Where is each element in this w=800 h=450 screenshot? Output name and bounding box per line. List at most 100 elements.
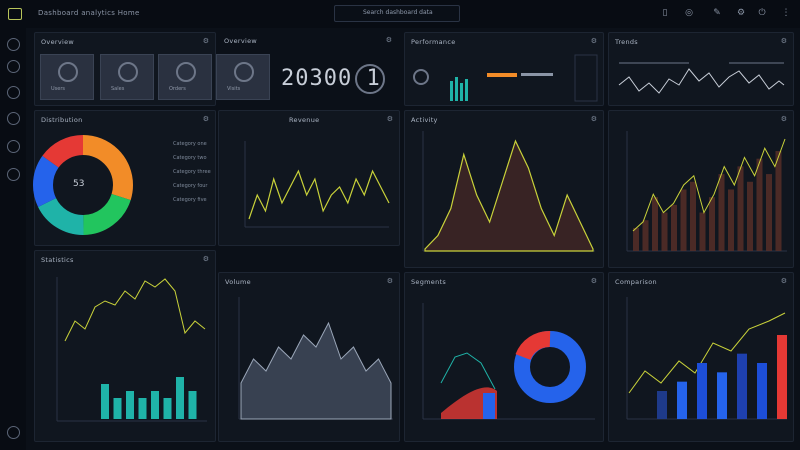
panel-menu-icon[interactable]: ⚙: [590, 115, 597, 123]
donut-panel: Distribution ⚙ 53 Category one Category …: [33, 110, 216, 246]
segments-bar: [483, 393, 495, 419]
trend-line-series: [618, 68, 785, 94]
sidebar-profile-icon[interactable]: [7, 426, 20, 439]
kpi-label: Orders: [169, 86, 186, 92]
growth-svg: [626, 131, 787, 252]
activity-area-svg: [422, 131, 595, 252]
growth-bar: [718, 174, 725, 251]
statistics-bar: [113, 398, 122, 419]
sidebar-reports-icon[interactable]: [7, 86, 20, 99]
panel-title: Comparison: [615, 278, 657, 286]
statistics-bar: [101, 384, 109, 419]
sidebar: [0, 28, 26, 450]
panel-menu-icon[interactable]: ⚙: [590, 37, 597, 45]
statistics-line-series: [64, 278, 206, 342]
power-icon[interactable]: ⏻: [758, 8, 766, 18]
panel-title: Segments: [411, 278, 447, 286]
sidebar-mail-icon[interactable]: [7, 112, 20, 125]
mini-list-box: [574, 54, 598, 102]
sidebar-settings-icon[interactable]: [7, 168, 20, 181]
kpi-label: Users: [51, 86, 66, 92]
panel-menu-icon[interactable]: ⚙: [202, 255, 209, 263]
volume-area-panel: Volume ⚙: [218, 272, 400, 442]
growth-bar: [747, 181, 753, 251]
panel-menu-icon[interactable]: ⚙: [590, 277, 597, 285]
more-icon[interactable]: ⋮: [781, 8, 791, 18]
statistics-panel: Statistics ⚙: [34, 250, 216, 442]
growth-bar: [642, 220, 649, 251]
donut-slice-blue: [33, 135, 133, 235]
statistics-svg: [56, 277, 207, 422]
sidebar-analytics-icon[interactable]: [7, 140, 20, 153]
growth-bar: [661, 212, 668, 251]
growth-panel: ⚙: [608, 110, 794, 268]
panel-menu-icon[interactable]: ⚙: [386, 115, 393, 123]
donut-center-value: 53: [73, 179, 85, 189]
volume-area-svg: [238, 297, 393, 420]
statistics-bar: [126, 391, 134, 419]
comparison-panel: Comparison ⚙: [608, 272, 794, 442]
comparison-line-series: [628, 312, 786, 394]
sidebar-home-icon[interactable]: [7, 38, 20, 51]
search-placeholder: Search dashboard data: [363, 9, 433, 16]
growth-bar: [699, 212, 706, 251]
growth-bar: [737, 166, 744, 251]
kpi-ring-icon: [176, 62, 196, 82]
mini-progress-bar: [487, 73, 517, 77]
mini-charts-panel: Performance ⚙: [404, 32, 604, 106]
growth-bar: [756, 158, 763, 251]
growth-bar: [728, 189, 734, 251]
kpi-ring-icon: [118, 62, 138, 82]
panel-menu-icon[interactable]: ⚙: [386, 277, 393, 285]
search-input[interactable]: Search dashboard data: [334, 5, 460, 22]
battery-icon[interactable]: ▯: [662, 8, 668, 18]
panel-menu-icon[interactable]: ⚙: [385, 36, 392, 44]
legend-item: Category three: [173, 169, 211, 175]
mini-bar: [465, 79, 468, 101]
kpi-card[interactable]: Orders: [158, 54, 212, 100]
mini-bar: [450, 81, 453, 101]
sidebar-search-icon[interactable]: [7, 60, 20, 73]
top-bar: Dashboard analytics Home Search dashboar…: [0, 0, 800, 28]
statistics-bar: [188, 391, 197, 419]
comparison-bar: [737, 353, 747, 419]
donut-slice-teal: [33, 135, 133, 235]
panel-title: Overview: [41, 38, 75, 46]
growth-bar: [671, 204, 677, 251]
donut-slice-red: [33, 135, 133, 235]
revenue-line-panel: Revenue ⚙: [218, 110, 400, 246]
mini-bar: [460, 83, 463, 101]
kpi-card[interactable]: Visits: [216, 54, 270, 100]
kpi-card[interactable]: Sales: [100, 54, 154, 100]
panel-title: Statistics: [41, 256, 74, 264]
panel-menu-icon[interactable]: ⚙: [780, 277, 787, 285]
mini-chart-svg: [413, 54, 598, 102]
compass-icon[interactable]: ◎: [685, 8, 693, 18]
legend-item: Category four: [173, 183, 208, 189]
growth-bar: [766, 174, 772, 251]
big-number-panel: Overview ⚙: [218, 32, 398, 104]
growth-bar: [652, 197, 658, 251]
panel-menu-icon[interactable]: ⚙: [780, 37, 787, 45]
settings-icon[interactable]: ⚙: [736, 8, 746, 18]
panel-menu-icon[interactable]: ⚙: [202, 115, 209, 123]
comparison-bar: [677, 381, 687, 419]
panel-menu-icon[interactable]: ⚙: [780, 115, 787, 123]
panel-title: Trends: [615, 38, 638, 46]
activity-area-series: [424, 139, 594, 252]
legend-item: Category five: [173, 197, 207, 203]
kpi-ring-icon: [58, 62, 78, 82]
kpi-ring-icon: [234, 62, 254, 82]
kpi-card[interactable]: Users: [40, 54, 94, 100]
legend-item: Category one: [173, 141, 207, 147]
app-logo-icon: [8, 8, 22, 20]
edit-icon[interactable]: ✎: [713, 8, 721, 18]
activity-area-panel: Activity ⚙: [404, 110, 604, 268]
growth-bar: [709, 197, 715, 251]
mini-bar: [455, 77, 458, 101]
volume-area-series: [240, 321, 392, 420]
revenue-series-line: [248, 169, 390, 220]
mini-progress-track: [521, 73, 553, 76]
panel-menu-icon[interactable]: ⚙: [202, 37, 209, 45]
panel-title: Revenue: [289, 116, 320, 124]
